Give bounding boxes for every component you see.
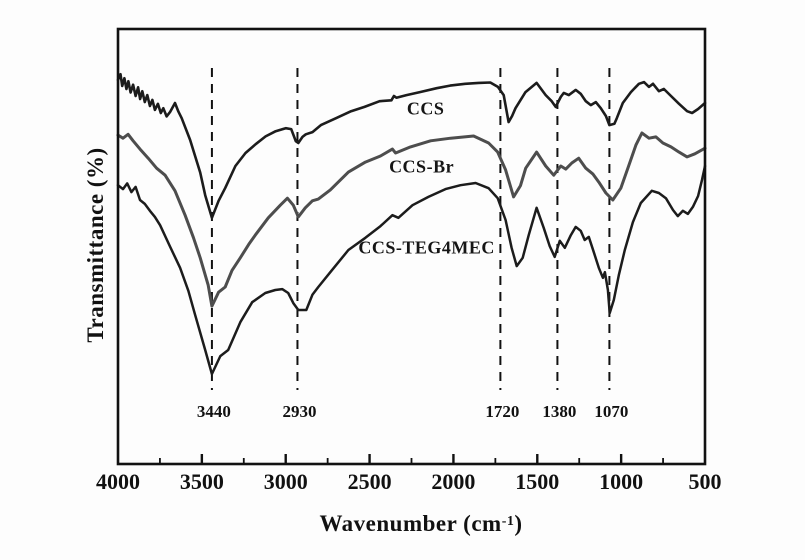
x-axis-title-superscript: -1: [501, 514, 515, 529]
series-label-ccs-teg4mec: CCS-TEG4MEC: [358, 237, 495, 257]
x-tick-label-1500: 1500: [515, 469, 559, 494]
trace-ccs: [116, 72, 707, 220]
x-axis-title: Wavenumber (cm-1): [319, 511, 522, 537]
x-tick-label-3500: 3500: [180, 469, 224, 494]
series-label-ccs: CCS: [407, 99, 445, 119]
x-tick-label-1000: 1000: [599, 469, 643, 494]
x-tick-label-500: 500: [689, 469, 722, 494]
x-axis-title-text: Wavenumber (cm: [319, 511, 502, 536]
x-tick-label-2000: 2000: [431, 469, 475, 494]
x-tick-label-4000: 4000: [96, 469, 140, 494]
trace-ccs-teg4mec: [116, 164, 707, 376]
x-tick-label-2500: 2500: [348, 469, 392, 494]
peak-label-1070: 1070: [594, 402, 628, 421]
x-axis-title-close: ): [514, 511, 523, 536]
peak-label-3440: 3440: [197, 402, 231, 421]
peak-label-1380: 1380: [542, 402, 576, 421]
plot-frame: [116, 27, 707, 466]
peak-label-1720: 1720: [485, 402, 519, 421]
series-label-ccs-br: CCS-Br: [389, 157, 454, 177]
trace-ccs-br: [116, 131, 707, 308]
peak-label-2930: 2930: [282, 402, 316, 421]
x-tick-label-3000: 3000: [264, 469, 308, 494]
y-axis-title: Transmittance (%): [83, 147, 108, 343]
